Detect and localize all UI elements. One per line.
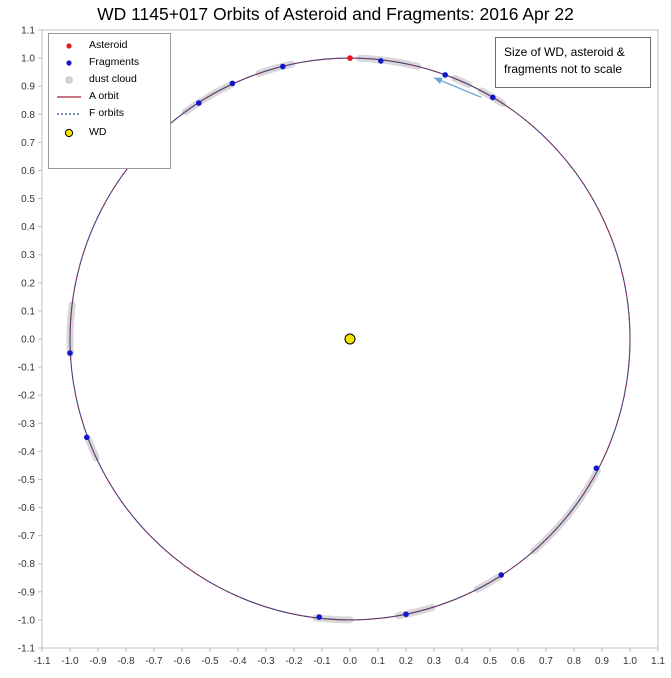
x-tick-label: -1.0 [61,656,79,667]
x-tick-label: 0.4 [455,656,469,667]
y-tick-label: 0.2 [21,278,35,289]
x-tick-label: -0.7 [145,656,163,667]
y-tick-label: 0.8 [21,110,35,121]
y-tick-label: -0.3 [18,419,36,430]
y-tick-label: -0.9 [18,587,36,598]
x-tick-label: 0.6 [511,656,525,667]
x-tick-label: 1.1 [651,656,665,667]
y-tick-label: -0.2 [18,391,36,402]
x-tick-label: 0.8 [567,656,581,667]
x-tick-label: -0.1 [313,656,331,667]
legend-item-wd: WD [49,125,172,141]
f-orbits-line-icon [57,113,81,115]
y-tick-label: 0.9 [21,82,35,93]
legend-label-dust-cloud: dust cloud [89,73,137,85]
x-tick-label: 0.2 [399,656,413,667]
x-tick-label: -0.5 [201,656,219,667]
fragment-point [84,434,90,441]
direction-arrow-head [434,77,443,85]
legend-label-f-orbits: F orbits [89,107,125,119]
x-tick-label: 0.9 [595,656,609,667]
x-tick-label: -1.1 [33,656,51,667]
y-tick-label: -1.1 [18,644,36,655]
wd-marker-icon [64,128,74,138]
legend-item-fragments: Fragments [49,55,172,71]
fragment-marker-icon [66,60,72,66]
asteroid-point [347,55,353,61]
y-tick-label: -0.4 [18,447,36,458]
x-tick-label: 0.5 [483,656,497,667]
x-tick-label: -0.4 [229,656,247,667]
direction-arrow-line [433,77,482,99]
legend-item-a-orbit: A orbit [49,89,172,105]
fragment-point [498,572,505,578]
legend: Asteroid Fragments dust cloud A orbit F … [48,33,171,169]
x-tick-label: 0.3 [427,656,441,667]
y-tick-label: 0.6 [21,166,35,177]
y-tick-label: 1.0 [21,54,35,65]
legend-label-fragments: Fragments [89,56,140,68]
x-tick-label: -0.3 [257,656,275,667]
y-tick-label: 0.0 [21,335,35,346]
scale-note: Size of WD, asteroid & fragments not to … [495,37,651,88]
y-tick-label: 1.1 [21,26,35,37]
legend-label-wd: WD [89,126,107,138]
fragment-point [403,611,409,618]
y-tick-label: 0.3 [21,250,35,261]
x-tick-label: -0.2 [285,656,303,667]
fragment-point [67,350,73,356]
wd-point [344,333,356,345]
x-tick-label: 0.1 [371,656,385,667]
fragment-point [280,63,286,70]
y-tick-label: -0.7 [18,531,36,542]
y-tick-label: -0.6 [18,503,36,514]
dust-cloud-marker-icon [65,76,73,84]
fragment-point [196,100,202,106]
chart-title: WD 1145+017 Orbits of Asteroid and Fragm… [97,4,574,24]
legend-item-asteroid: Asteroid [49,38,172,54]
legend-item-f-orbits: F orbits [49,106,172,122]
fragment-point [490,94,496,101]
dust-cloud [530,467,601,555]
fragment-point [593,465,600,472]
y-tick-label: -0.5 [18,475,36,486]
y-tick-label: -0.8 [18,559,36,570]
y-tick-label: -0.1 [18,363,36,374]
x-tick-label: -0.8 [117,656,135,667]
y-tick-label: 0.1 [21,306,35,317]
fragment-point [442,72,449,78]
dust-cloud [356,54,422,70]
asteroid-marker-icon [66,43,72,49]
legend-item-dust-cloud: dust cloud [49,72,172,88]
fragment-point [229,80,236,87]
fragment-point [316,614,323,620]
y-tick-label: 0.7 [21,138,35,149]
x-tick-label: 0.7 [539,656,553,667]
legend-label-a-orbit: A orbit [89,90,119,102]
x-tick-label: -0.6 [173,656,191,667]
y-tick-label: 0.4 [21,222,35,233]
x-tick-label: 0.0 [343,656,357,667]
x-tick-label: -0.9 [89,656,107,667]
a-orbit-line-icon [57,96,81,98]
x-tick-label: 1.0 [623,656,637,667]
legend-label-asteroid: Asteroid [89,39,128,51]
fragment-point [378,58,384,64]
y-tick-label: 0.5 [21,194,35,205]
y-tick-label: -1.0 [18,615,36,626]
